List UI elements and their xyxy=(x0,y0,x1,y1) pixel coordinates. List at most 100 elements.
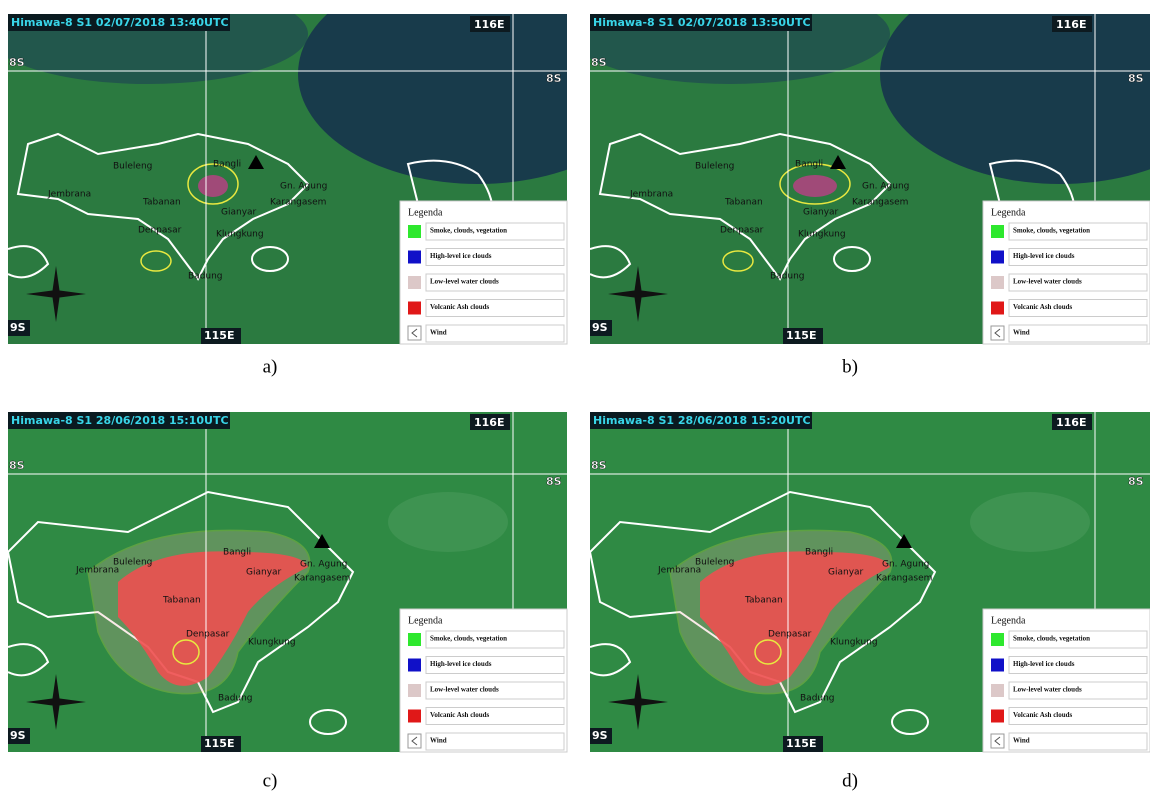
legend-row xyxy=(426,325,564,342)
wind-icon-box xyxy=(408,734,421,748)
legend-box xyxy=(983,201,1150,344)
lon-label: 116E xyxy=(474,416,504,429)
legend-box xyxy=(400,201,567,344)
lat-label: 9S xyxy=(592,729,608,742)
legend-swatch xyxy=(408,302,421,315)
lat-label: 9S xyxy=(10,729,26,742)
lat-label: 8S xyxy=(546,72,562,85)
lat-label: 8S xyxy=(591,56,607,69)
place-label: Klungkung xyxy=(216,230,264,240)
place-label: Gn. Agung xyxy=(862,182,909,192)
place-label: Karangasem xyxy=(294,574,350,584)
legend-swatch xyxy=(408,684,421,697)
place-label: Badung xyxy=(800,694,835,704)
legend-swatch xyxy=(991,251,1004,264)
panel-caption: c) xyxy=(263,770,278,791)
legend: Legenda Smoke, clouds, vegetation High-lev… xyxy=(983,609,1150,752)
legend-swatch xyxy=(991,302,1004,315)
place-label: Denpasar xyxy=(138,226,182,236)
legend-title: Legenda xyxy=(408,615,443,626)
legend-label: Wind xyxy=(1013,329,1030,337)
lon-label: 115E xyxy=(786,329,816,342)
place-label: Denpasar xyxy=(720,226,764,236)
place-label: Jembrana xyxy=(629,190,673,200)
legend-swatch xyxy=(408,633,421,646)
satellite-panel: Buleleng Bangli Jembrana Tabanan Gianyar Gn. … xyxy=(570,0,1150,344)
haze xyxy=(388,492,508,552)
place-label: Gn. Agung xyxy=(280,182,327,192)
legend-swatch xyxy=(408,659,421,672)
place-label: Buleleng xyxy=(695,162,734,172)
panel-header: Himawa-8 S1 28/06/2018 15:20UTC xyxy=(593,414,811,427)
legend-label: High-level ice clouds xyxy=(430,252,492,260)
wind-icon-box xyxy=(408,326,421,340)
lat-label: 8S xyxy=(9,459,25,472)
satellite-panel: BulelengBangliJembranaTabananGianyarGn. … xyxy=(590,412,1150,752)
legend-label: Wind xyxy=(1013,737,1030,745)
legend-row xyxy=(1009,733,1147,750)
place-label: Gianyar xyxy=(221,208,257,218)
place-label: Bangli xyxy=(795,160,823,170)
lon-label: 116E xyxy=(1056,416,1086,429)
lat-label: 8S xyxy=(9,56,25,69)
legend-label: Low-level water clouds xyxy=(1013,686,1082,694)
legend-swatch xyxy=(991,684,1004,697)
figure: Buleleng Bangli Jembrana Tabanan Gianyar Gn. … xyxy=(0,0,1150,801)
place-label: Karangasem xyxy=(852,198,908,208)
legend-label: Volcanic Ash clouds xyxy=(430,711,490,719)
legend-swatch xyxy=(991,276,1004,289)
panel-header: Himawa-8 S1 02/07/2018 13:40UTC xyxy=(11,16,229,29)
place-label: Bangli xyxy=(223,548,251,558)
legend-title: Legenda xyxy=(991,615,1026,626)
lat-label: 8S xyxy=(1128,72,1144,85)
place-label: Jembrana xyxy=(657,566,701,576)
place-label: Klungkung xyxy=(798,230,846,240)
legend: LegendaSmoke, clouds, vegetationHigh-lev… xyxy=(983,201,1150,344)
place-label: Tabanan xyxy=(724,198,763,208)
legend-row xyxy=(1009,325,1147,342)
ash-cloud xyxy=(793,175,837,197)
place-label: Badung xyxy=(188,272,223,282)
panel-header: Himawa-8 S1 02/07/2018 13:50UTC xyxy=(593,16,811,29)
place-label: Tabanan xyxy=(162,596,201,606)
panel-caption: a) xyxy=(263,356,278,377)
place-label: Gianyar xyxy=(803,208,839,218)
legend-label: Smoke, clouds, vegetation xyxy=(1013,635,1090,643)
haze xyxy=(970,492,1090,552)
legend-label: High-level ice clouds xyxy=(1013,660,1075,668)
lon-label: 115E xyxy=(786,737,816,750)
legend-label: Low-level water clouds xyxy=(430,686,499,694)
legend-swatch xyxy=(991,225,1004,238)
panel-header: Himawa-8 S1 28/06/2018 15:10UTC xyxy=(11,414,229,427)
ash-cloud xyxy=(198,175,228,197)
place-label: Jembrana xyxy=(75,566,119,576)
wind-icon-box xyxy=(991,734,1004,748)
place-label: Badung xyxy=(218,694,253,704)
lat-label: 8S xyxy=(546,475,562,488)
place-label: Bangli xyxy=(805,548,833,558)
wind-icon-box xyxy=(991,326,1004,340)
legend-label: Low-level water clouds xyxy=(1013,278,1082,286)
legend-swatch xyxy=(991,633,1004,646)
legend-label: Smoke, clouds, vegetation xyxy=(430,635,507,643)
panel-caption: b) xyxy=(842,356,858,377)
legend-label: Volcanic Ash clouds xyxy=(430,303,490,311)
place-label: Klungkung xyxy=(248,638,296,648)
place-label: Gianyar xyxy=(828,568,864,578)
legend-label: Smoke, clouds, vegetation xyxy=(430,227,507,235)
place-label: Karangasem xyxy=(876,574,932,584)
lat-label: 9S xyxy=(592,321,608,334)
place-label: Badung xyxy=(770,272,805,282)
legend-row xyxy=(426,733,564,750)
legend-swatch xyxy=(991,710,1004,723)
place-label: Tabanan xyxy=(142,198,181,208)
lon-label: 116E xyxy=(1056,18,1086,31)
place-label: Klungkung xyxy=(830,638,878,648)
legend-label: Wind xyxy=(430,329,447,337)
lon-label: 116E xyxy=(474,18,504,31)
place-label: Karangasem xyxy=(270,198,326,208)
legend: LegendaSmoke, clouds, vegetationHigh-lev… xyxy=(400,201,567,344)
lon-label: 115E xyxy=(204,329,234,342)
satellite-panel: BulelengBangliJembranaTabananGianyarGn. … xyxy=(8,412,568,752)
place-label: Bangli xyxy=(213,160,241,170)
